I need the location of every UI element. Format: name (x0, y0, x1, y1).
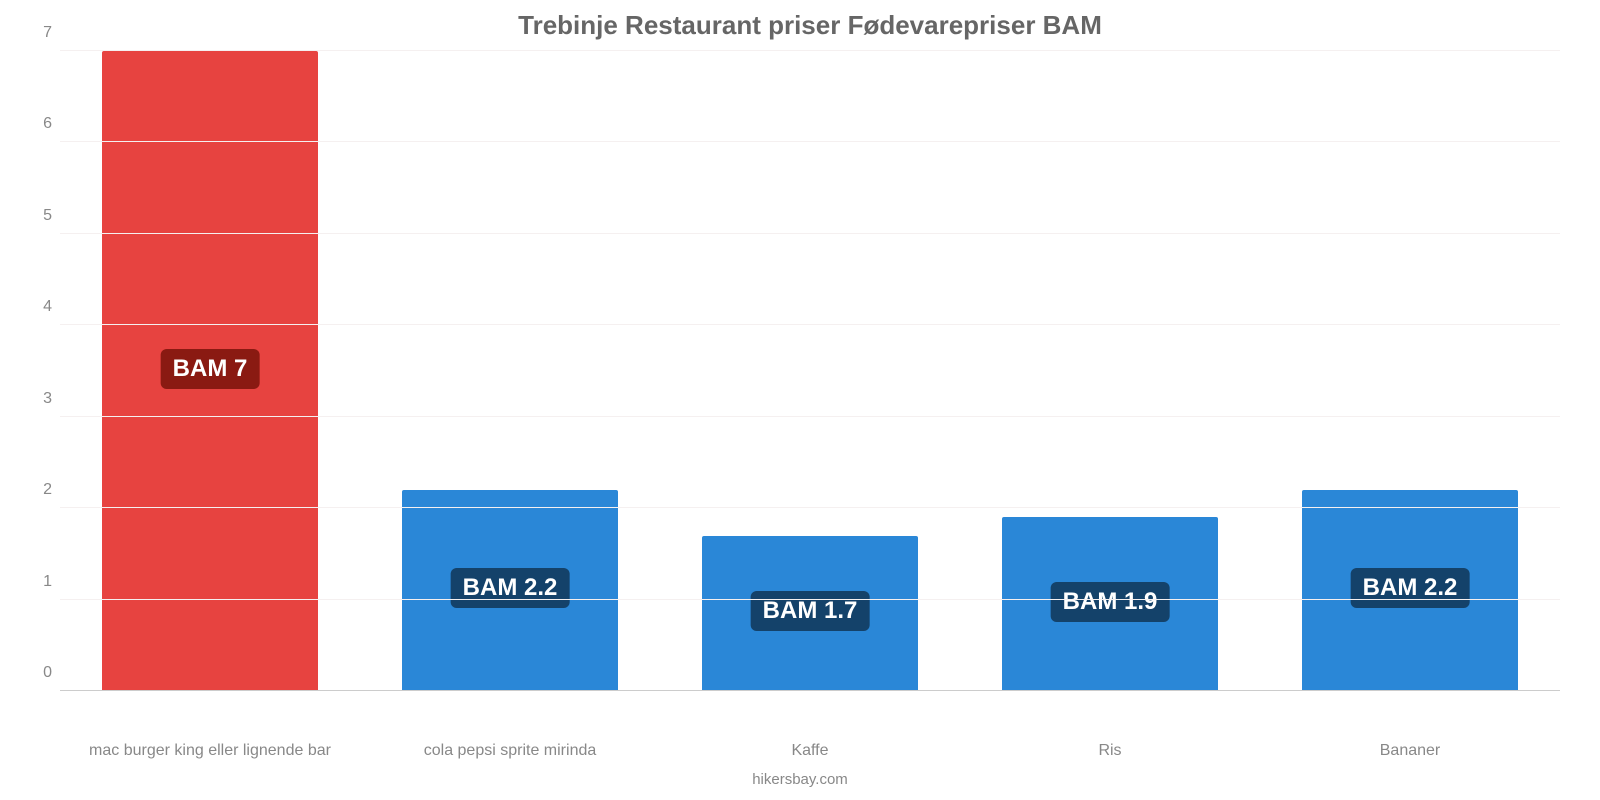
gridline (60, 416, 1560, 417)
gridline (60, 324, 1560, 325)
gridline (60, 507, 1560, 508)
value-badge: BAM 1.7 (751, 591, 870, 631)
x-axis-label: Bananer (1260, 742, 1560, 760)
bar: BAM 7 (102, 51, 318, 691)
x-axis-label: cola pepsi sprite mirinda (360, 742, 660, 760)
bar-slot: BAM 2.2 (1260, 51, 1560, 691)
bar: BAM 1.7 (702, 536, 918, 691)
x-axis-label: Kaffe (660, 742, 960, 760)
ytick-label: 2 (32, 481, 52, 499)
bars-group: BAM 7 BAM 2.2 BAM 1.7 BAM 1.9 BAM 2.2 (60, 51, 1560, 691)
chart-footer: hikersbay.com (0, 771, 1600, 788)
chart-title: Trebinje Restaurant priser Fødevareprise… (60, 10, 1560, 41)
value-badge: BAM 1.9 (1051, 582, 1170, 622)
ytick-label: 6 (32, 115, 52, 133)
bar-slot: BAM 7 (60, 51, 360, 691)
ytick-label: 7 (32, 24, 52, 42)
value-badge: BAM 2.2 (451, 568, 570, 608)
ytick-label: 0 (32, 664, 52, 682)
gridline (60, 233, 1560, 234)
ytick-label: 5 (32, 207, 52, 225)
x-axis-label: Ris (960, 742, 1260, 760)
x-axis-label: mac burger king eller lignende bar (60, 742, 360, 760)
ytick-label: 3 (32, 390, 52, 408)
bar-slot: BAM 1.9 (960, 51, 1260, 691)
chart-container: Trebinje Restaurant priser Fødevareprise… (0, 0, 1600, 800)
gridline (60, 599, 1560, 600)
bar: BAM 2.2 (1302, 490, 1518, 691)
gridline (60, 50, 1560, 51)
bar: BAM 2.2 (402, 490, 618, 691)
gridline (60, 141, 1560, 142)
x-axis-labels: mac burger king eller lignende barcola p… (60, 742, 1560, 760)
plot-area: BAM 7BAM 2.2BAM 1.7BAM 1.9BAM 2.2 012345… (60, 51, 1560, 691)
gridline (60, 690, 1560, 691)
value-badge: BAM 7 (161, 349, 260, 389)
bar: BAM 1.9 (1002, 517, 1218, 691)
bar-slot: BAM 1.7 (660, 51, 960, 691)
bar-slot: BAM 2.2 (360, 51, 660, 691)
value-badge: BAM 2.2 (1351, 568, 1470, 608)
ytick-label: 4 (32, 298, 52, 316)
ytick-label: 1 (32, 573, 52, 591)
